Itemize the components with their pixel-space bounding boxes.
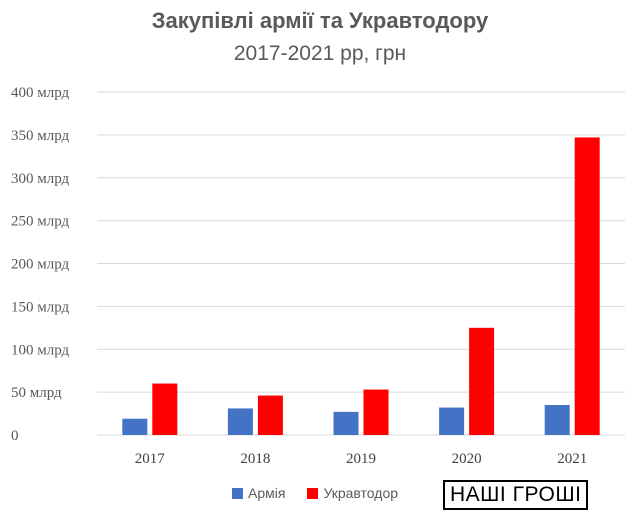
nashi-groshi-logo: НАШІ ГРОШІ	[443, 480, 589, 510]
x-tick-label: 2019	[346, 451, 376, 467]
y-tick-label: 0	[11, 428, 19, 444]
y-tick-label: 400 млрд	[11, 85, 70, 101]
bar-ukravtodor-2017	[152, 383, 178, 435]
legend-swatch-army	[232, 487, 243, 499]
y-tick-label: 250 млрд	[11, 214, 70, 230]
legend-entry-ukravtodor: Укравтодор	[307, 485, 398, 501]
bar-ukravtodor-2020	[469, 327, 495, 435]
y-tick-label: 50 млрд	[11, 385, 62, 401]
bar-army-2019	[333, 411, 359, 435]
chart-title: Закупівлі армії та Укравтодору	[151, 8, 489, 33]
y-tick-label: 300 млрд	[11, 171, 70, 187]
bar-army-2020	[439, 407, 465, 435]
bar-army-2018	[227, 408, 253, 435]
y-axis-ticks: 0 50 млрд 100 млрд 150 млрд 200 млрд 250 млрд…	[11, 85, 70, 444]
y-tick-label: 100 млрд	[11, 342, 70, 358]
x-tick-label: 2020	[452, 451, 482, 467]
legend-label-army: Армія	[248, 485, 286, 501]
bar-ukravtodor-2021	[574, 137, 600, 435]
x-tick-label: 2017	[135, 451, 166, 467]
y-tick-label: 200 млрд	[11, 257, 70, 273]
gridlines	[97, 91, 625, 436]
bar-ukravtodor-2019	[363, 389, 389, 435]
x-tick-label: 2018	[240, 451, 270, 467]
y-tick-label: 350 млрд	[11, 128, 70, 144]
bar-army-2017	[122, 418, 148, 435]
bars	[122, 137, 600, 435]
x-axis-ticks: 2017 2018 2019 2020 2021	[135, 451, 587, 467]
bar-chart: 0 50 млрд 100 млрд 150 млрд 200 млрд 250 млрд…	[11, 85, 625, 467]
bar-army-2021	[544, 404, 570, 435]
bar-ukravtodor-2018	[257, 395, 283, 435]
legend-swatch-ukravtodor	[307, 487, 319, 499]
legend: Армія Укравтодор	[232, 485, 420, 501]
x-tick-label: 2021	[557, 451, 587, 467]
legend-entry-army: Армія	[232, 485, 285, 501]
y-tick-label: 150 млрд	[11, 299, 70, 315]
legend-label-ukravtodor: Укравтодор	[323, 485, 399, 501]
chart-subtitle: 2017-2021 рр, грн	[233, 42, 407, 65]
